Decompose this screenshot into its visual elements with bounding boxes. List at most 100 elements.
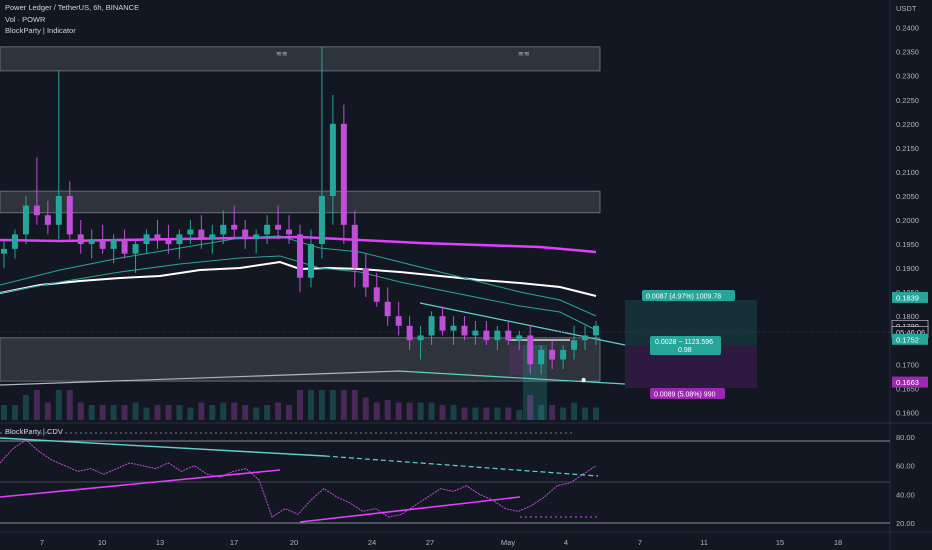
volume-bar (33, 390, 40, 420)
volume-bar (549, 405, 556, 420)
volume-bar (582, 407, 589, 420)
candle-body (22, 205, 29, 235)
candle-body (220, 224, 227, 235)
volume-bar (22, 395, 29, 420)
candle-body (209, 234, 216, 240)
cdv-trend-teal[interactable] (0, 437, 326, 457)
candle-body (187, 229, 194, 235)
stop-label[interactable]: 0.0089 (5.08%) 990 (650, 388, 725, 399)
candle-body (231, 224, 238, 230)
candle-body (362, 268, 369, 288)
cdv-trend-magenta[interactable] (0, 469, 281, 498)
price-tick-label: 0.2300 (896, 72, 919, 81)
volume-bar (297, 390, 303, 420)
cdv-tick-label: 60.00 (896, 462, 915, 471)
price-marker[interactable]: 0.1839 (892, 291, 928, 303)
cdv-tick-label: 20.00 (896, 519, 915, 528)
candle-body (538, 349, 545, 365)
svg-text:0.1663: 0.1663 (896, 378, 919, 387)
candle-body (582, 335, 589, 341)
highlight-bar-purple (510, 345, 523, 375)
svg-text:0.1839: 0.1839 (896, 293, 919, 302)
indicator-legend[interactable]: BlockParty | Indicator (5, 26, 76, 35)
support-line (0, 370, 401, 386)
price-tick-label: 0.1600 (896, 408, 919, 417)
volume-bar (187, 407, 194, 420)
wedge-lower-line[interactable] (397, 370, 626, 385)
signal-icon: ≋≋ (518, 51, 530, 58)
price-tick-label: 0.2200 (896, 120, 919, 129)
volume-bar (307, 390, 314, 420)
volume-bar (110, 405, 117, 420)
volume-bar (242, 405, 249, 420)
price-marker[interactable]: 0.1752 (892, 333, 928, 345)
volume-bar (253, 407, 260, 420)
time-tick-label: 20 (290, 538, 298, 547)
candle-body (351, 224, 358, 269)
volume-bar (571, 402, 578, 420)
target-label[interactable]: 0.0087 (4.97%) 1009.78 (642, 290, 735, 301)
svg-text:0.0089 (5.08%) 990: 0.0089 (5.08%) 990 (654, 392, 716, 399)
supply-demand-zone[interactable] (0, 46, 601, 72)
candle-body (571, 340, 578, 350)
price-tick-label: 0.1700 (896, 360, 919, 369)
candle-body (428, 316, 435, 336)
signal-icon: ≋≋ (276, 51, 288, 58)
volume-bar (66, 390, 73, 420)
volume-bar (264, 405, 271, 420)
volume-bar (143, 407, 150, 420)
volume-bar (351, 390, 358, 420)
price-tick-label: 0.2000 (896, 216, 919, 225)
candle-body (472, 330, 479, 336)
candle-body (439, 316, 446, 331)
price-tick-label: 0.2100 (896, 168, 919, 177)
svg-text:0.98: 0.98 (678, 347, 692, 354)
volume-legend[interactable]: Vol · POWR (5, 15, 46, 24)
supply-demand-zone[interactable] (0, 190, 601, 214)
candle-body (505, 330, 512, 341)
volume-bar (209, 405, 216, 420)
volume-bar (494, 407, 501, 420)
volume-bar (538, 405, 545, 420)
candle-body (77, 234, 84, 245)
chart-title: Power Ledger / TetherUS, 6h, BINANCE (5, 3, 140, 12)
candle-body (275, 224, 282, 230)
candle-body (450, 325, 457, 331)
time-tick-label: 7 (40, 538, 44, 547)
cdv-legend[interactable]: BlockParty | CDV (5, 427, 63, 436)
signal-icon: ☻ (580, 377, 587, 384)
wedge-upper-line[interactable] (419, 302, 626, 346)
price-tick-label: 0.1650 (896, 384, 919, 393)
volume-bar (593, 407, 599, 420)
time-tick-label: 17 (230, 538, 238, 547)
candle-body (395, 316, 402, 326)
cdv-trend-teal-dashed[interactable] (324, 455, 599, 477)
candle-body (66, 195, 73, 235)
candle-body (11, 234, 18, 249)
volume-bar (461, 407, 468, 420)
volume-bar (132, 402, 139, 420)
volume-bar (483, 407, 490, 420)
candle-body (373, 287, 380, 302)
candle-body (242, 229, 249, 240)
volume-bar (99, 405, 106, 420)
volume-bar (417, 402, 424, 420)
price-marker[interactable]: 0.1663 (892, 376, 928, 388)
center-label[interactable]: 0.0028 ~ 1123.596 0.98 (650, 336, 721, 355)
price-tick-label: 0.2150 (896, 144, 919, 153)
volume-bar (340, 390, 347, 420)
candle-body (516, 335, 523, 341)
currency-label: USDT (896, 4, 917, 13)
volume-bar (505, 407, 512, 420)
price-tick-label: 0.2050 (896, 192, 919, 201)
cdv-trend-magenta[interactable] (299, 496, 521, 523)
volume-bar (560, 407, 567, 420)
candle-body (253, 234, 260, 240)
svg-text:0.0087 (4.97%) 1009.78: 0.0087 (4.97%) 1009.78 (646, 294, 721, 301)
candle-body (318, 195, 325, 245)
candle-body (329, 123, 336, 196)
svg-text:0.0028 ~ 1123.596: 0.0028 ~ 1123.596 (655, 339, 713, 346)
candle-body (483, 330, 490, 341)
price-tick-label: 0.1950 (896, 240, 919, 249)
